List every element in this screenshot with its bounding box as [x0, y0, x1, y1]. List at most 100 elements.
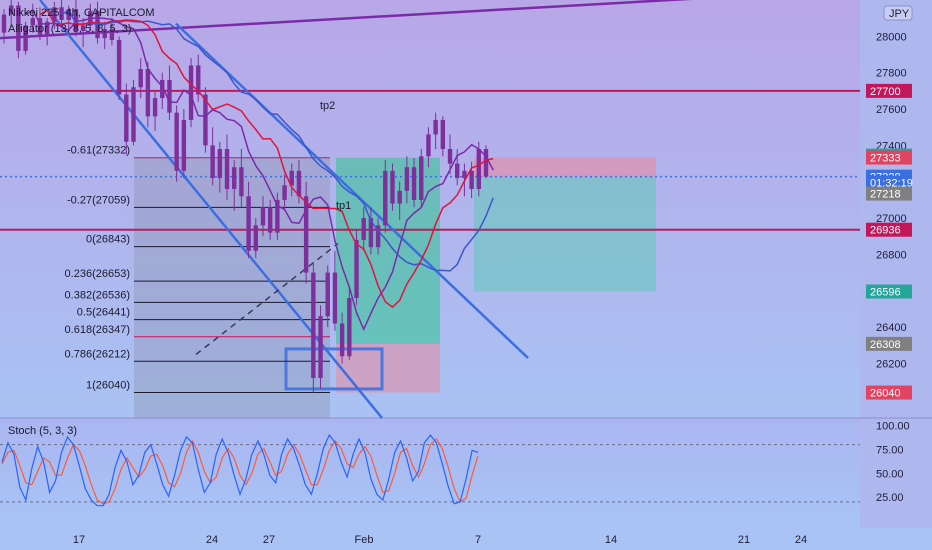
fib-label-0: -0.61(27332) [67, 145, 130, 157]
price-badge-6 [866, 222, 912, 237]
price-tick-0: 26200 [876, 358, 907, 370]
fib-label-4: 0.382(26536) [65, 289, 130, 301]
annotation-tp1: tp1 [336, 200, 351, 212]
candle-body-20 [145, 69, 151, 117]
candle-body-3 [23, 25, 28, 51]
candle-body-33 [239, 167, 244, 197]
price-tick-4: 27000 [876, 213, 907, 225]
candle-body-67 [483, 149, 489, 177]
fib-zone [134, 157, 330, 418]
candle-body-46 [332, 272, 338, 324]
fib-label-8: 1(26040) [86, 380, 130, 392]
price-badge-label-2: 27333 [870, 153, 901, 165]
stoch-k-line [1, 433, 479, 507]
long-stop-zone [336, 343, 440, 393]
annotation-tp2: tp2 [320, 100, 335, 112]
short-target-zone [474, 176, 656, 292]
price-tick-3: 26800 [876, 249, 907, 261]
candle-body-22 [160, 79, 165, 99]
indicator-legend[interactable]: Alligator (13, 8, 5, 8, 5, 3) [8, 23, 132, 35]
candle-body-55 [397, 190, 402, 204]
candle-body-61 [440, 119, 446, 150]
candle-body-48 [347, 298, 352, 357]
candle-body-10 [73, 9, 79, 31]
candle-body-49 [354, 239, 359, 299]
channel-lower [39, 0, 383, 419]
candle-body-36 [260, 207, 266, 226]
time-axis-background[interactable] [0, 528, 932, 550]
candle-body-59 [426, 134, 431, 157]
candle-body-26 [188, 65, 194, 120]
currency-label: JPY [889, 8, 910, 20]
candle-body-24 [174, 112, 179, 171]
short-stop-zone [474, 157, 656, 177]
price-badge-4 [866, 175, 912, 190]
price-badge-9 [866, 385, 912, 400]
candle-body-31 [224, 149, 230, 190]
candle-body-14 [102, 29, 107, 39]
candle-body-52 [375, 225, 381, 248]
price-badge-label-6: 26936 [870, 225, 901, 237]
trend-line [0, 0, 693, 40]
candle-body-50 [361, 218, 366, 240]
candle-body-8 [59, 7, 64, 20]
candle-body-21 [152, 98, 158, 117]
price-badge-label-7: 26596 [870, 287, 901, 299]
price-badge-5 [866, 186, 912, 201]
candle-body-28 [203, 94, 208, 146]
price-badge-label-9: 26040 [870, 388, 901, 400]
fib-label-1: -0.27(27059) [67, 194, 130, 206]
fib-label-2: 0(26843) [86, 234, 130, 246]
dashed-projection [195, 242, 339, 355]
candle-body-9 [66, 9, 71, 20]
candle-body-41 [296, 170, 302, 197]
candle-body-42 [303, 196, 309, 273]
time-tick-3: Feb [355, 534, 374, 546]
candle-body-63 [455, 163, 460, 179]
alligator-lips [25, 8, 494, 332]
candle-body-17 [124, 94, 129, 142]
price-badge-7 [866, 284, 912, 299]
candle-body-25 [181, 119, 187, 171]
candle-body-53 [383, 170, 388, 226]
long-target-zone [336, 157, 440, 344]
price-badge-label-5: 27218 [870, 189, 901, 201]
candle-body-30 [217, 149, 223, 179]
candle-body-0 [1, 14, 7, 33]
price-tick-7: 27600 [876, 104, 907, 116]
stoch-tick-0: 100.00 [876, 421, 910, 433]
candle-body-40 [289, 170, 294, 186]
channel-upper [175, 22, 529, 359]
price-badge-label-8: 26308 [870, 339, 901, 351]
stochastic-layer [0, 433, 860, 507]
candle-body-27 [196, 65, 201, 95]
stoch-legend[interactable]: Stoch (5, 3, 3) [8, 425, 77, 437]
price-badge-8 [866, 336, 912, 351]
price-badge-2 [866, 150, 912, 165]
candle-body-7 [52, 7, 57, 22]
price-badge-label-0: 27700 [870, 86, 901, 98]
price-badge-0 [866, 83, 912, 98]
candle-body-44 [318, 316, 323, 379]
candle-body-62 [447, 149, 453, 164]
chart-title: Nikkei 225, 4h, CAPITALCOM [8, 7, 155, 19]
time-tick-2: 27 [263, 534, 275, 546]
candle-body-37 [267, 207, 273, 233]
candle-body-23 [167, 79, 172, 113]
candle-body-5 [37, 18, 43, 35]
candle-body-65 [469, 170, 474, 190]
candle-body-60 [433, 119, 438, 135]
time-tick-1: 24 [206, 534, 218, 546]
overlays-layer: tp2 tp1 [25, 8, 494, 332]
candle-body-11 [80, 25, 86, 31]
stoch-tick-3: 25.00 [876, 492, 904, 504]
fib-label-3: 0.236(26653) [65, 268, 130, 280]
candle-body-19 [138, 69, 143, 88]
candle-body-57 [411, 167, 417, 200]
candle-body-38 [275, 199, 280, 233]
currency-badge[interactable] [883, 5, 913, 21]
fib-label-5: 0.5(26441) [77, 307, 130, 319]
time-tick-6: 21 [738, 534, 750, 546]
candle-body-58 [419, 156, 424, 200]
